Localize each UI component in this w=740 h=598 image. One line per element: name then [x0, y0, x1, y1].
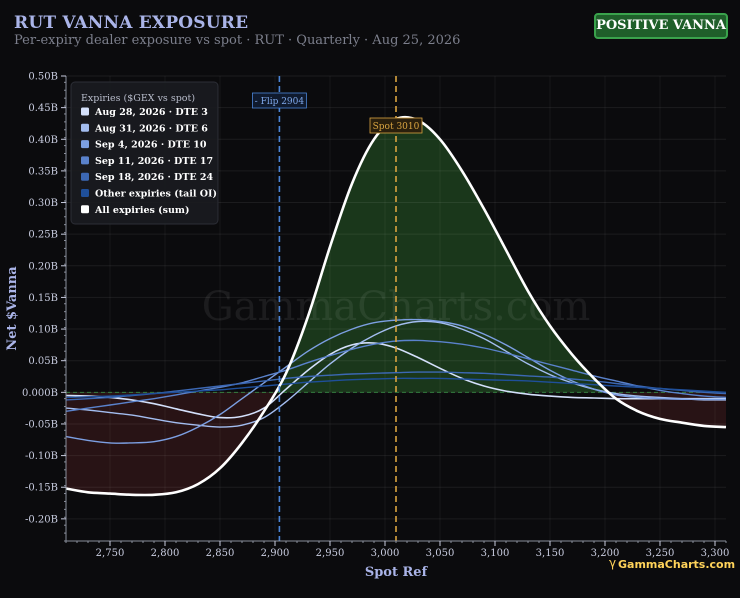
x-tick-label: 2,850	[206, 548, 235, 559]
chart-subtitle: Per-expiry dealer exposure vs spot · RUT…	[14, 33, 461, 48]
legend-label-6: Other expiries (tail OI)	[95, 189, 217, 200]
positive-vanna-fill	[66, 117, 726, 393]
legend-swatch-4	[81, 156, 89, 165]
y-tick-label: 0.50B	[28, 72, 58, 83]
x-tick-label: 3,300	[701, 548, 730, 559]
spot-label-box	[369, 117, 423, 134]
legend-swatch-2	[81, 123, 89, 132]
legend-label-7: All expiries (sum)	[94, 205, 189, 216]
gamma-icon: γ	[609, 556, 616, 570]
legend-label-2: Aug 31, 2026 · DTE 6	[94, 123, 208, 134]
legend-swatch-1	[81, 107, 89, 116]
flip-label: - Flip 2904	[255, 97, 305, 107]
y-tick-label: 0.20B	[28, 261, 58, 272]
y-tick-label: 0.15B	[28, 293, 58, 304]
y-tick-label: -0.10B	[25, 451, 58, 462]
x-tick-label: 2,900	[261, 548, 290, 559]
x-tick-label: 3,250	[646, 548, 675, 559]
y-tick-label: 0.40B	[28, 135, 58, 146]
x-tick-label: 2,800	[151, 548, 180, 559]
annotations: - Flip 2904 Spot 3010	[251, 76, 423, 541]
x-tick-label: 2,750	[96, 548, 125, 559]
y-tick-label: 0.35B	[28, 166, 58, 177]
x-tick-label: 3,050	[426, 548, 455, 559]
brand-logo: γ GammaCharts.com	[609, 556, 735, 571]
x-tick-label: 2,950	[316, 548, 345, 559]
legend-swatch-5	[81, 172, 89, 181]
y-axis-title: Net $Vanna	[5, 266, 20, 351]
x-axis-title: Spot Ref	[365, 565, 429, 580]
legend-label-5: Sep 18, 2026 · DTE 24	[95, 172, 214, 183]
x-tick-label: 3,000	[371, 548, 400, 559]
legend-box	[70, 81, 219, 225]
spot-label: Spot 3010	[373, 122, 420, 132]
y-tick-label: 0.30B	[28, 198, 58, 209]
legend-swatch-3	[81, 140, 89, 149]
brand-text: GammaCharts.com	[618, 558, 735, 571]
y-tick-label: -0.05B	[25, 419, 58, 430]
x-tick-label: 3,200	[591, 548, 620, 559]
vanna-status-badge: POSITIVE VANNA	[594, 13, 728, 39]
y-tick-label: -0.20B	[25, 514, 58, 525]
legend-title: Expiries ($GEX vs spot)	[81, 93, 195, 104]
legend: Expiries ($GEX vs spot) Aug 28, 2026 · DT…	[70, 81, 219, 225]
series-line-2	[65, 320, 727, 428]
legend-label-1: Aug 28, 2026 · DTE 3	[94, 107, 208, 118]
y-tick-label: 0.10B	[28, 325, 58, 336]
axes: 0.50B 0.45B 0.40B 0.35B 0.30B 0.25B 0.20B 0.15B…	[5, 72, 729, 581]
legend-label-4: Sep 11, 2026 · DTE 17	[95, 156, 213, 167]
x-tick-label: 3,150	[536, 548, 565, 559]
series-line-5	[65, 371, 727, 401]
y-tick-label: 0.25B	[28, 230, 58, 241]
y-tick-label: 0.45B	[28, 103, 58, 114]
y-tick-label: -0.15B	[25, 483, 58, 494]
x-tick-label: 3,100	[481, 548, 510, 559]
flip-label-box	[251, 92, 307, 109]
legend-label-3: Sep 4, 2026 · DTE 10	[95, 140, 207, 151]
legend-swatch-6	[81, 189, 89, 197]
chart-title: RUT VANNA EXPOSURE	[14, 13, 249, 33]
y-tick-label: 0.05B	[28, 356, 58, 367]
legend-swatch-7	[81, 205, 89, 214]
y-tick-label: 0.000B	[22, 388, 58, 399]
